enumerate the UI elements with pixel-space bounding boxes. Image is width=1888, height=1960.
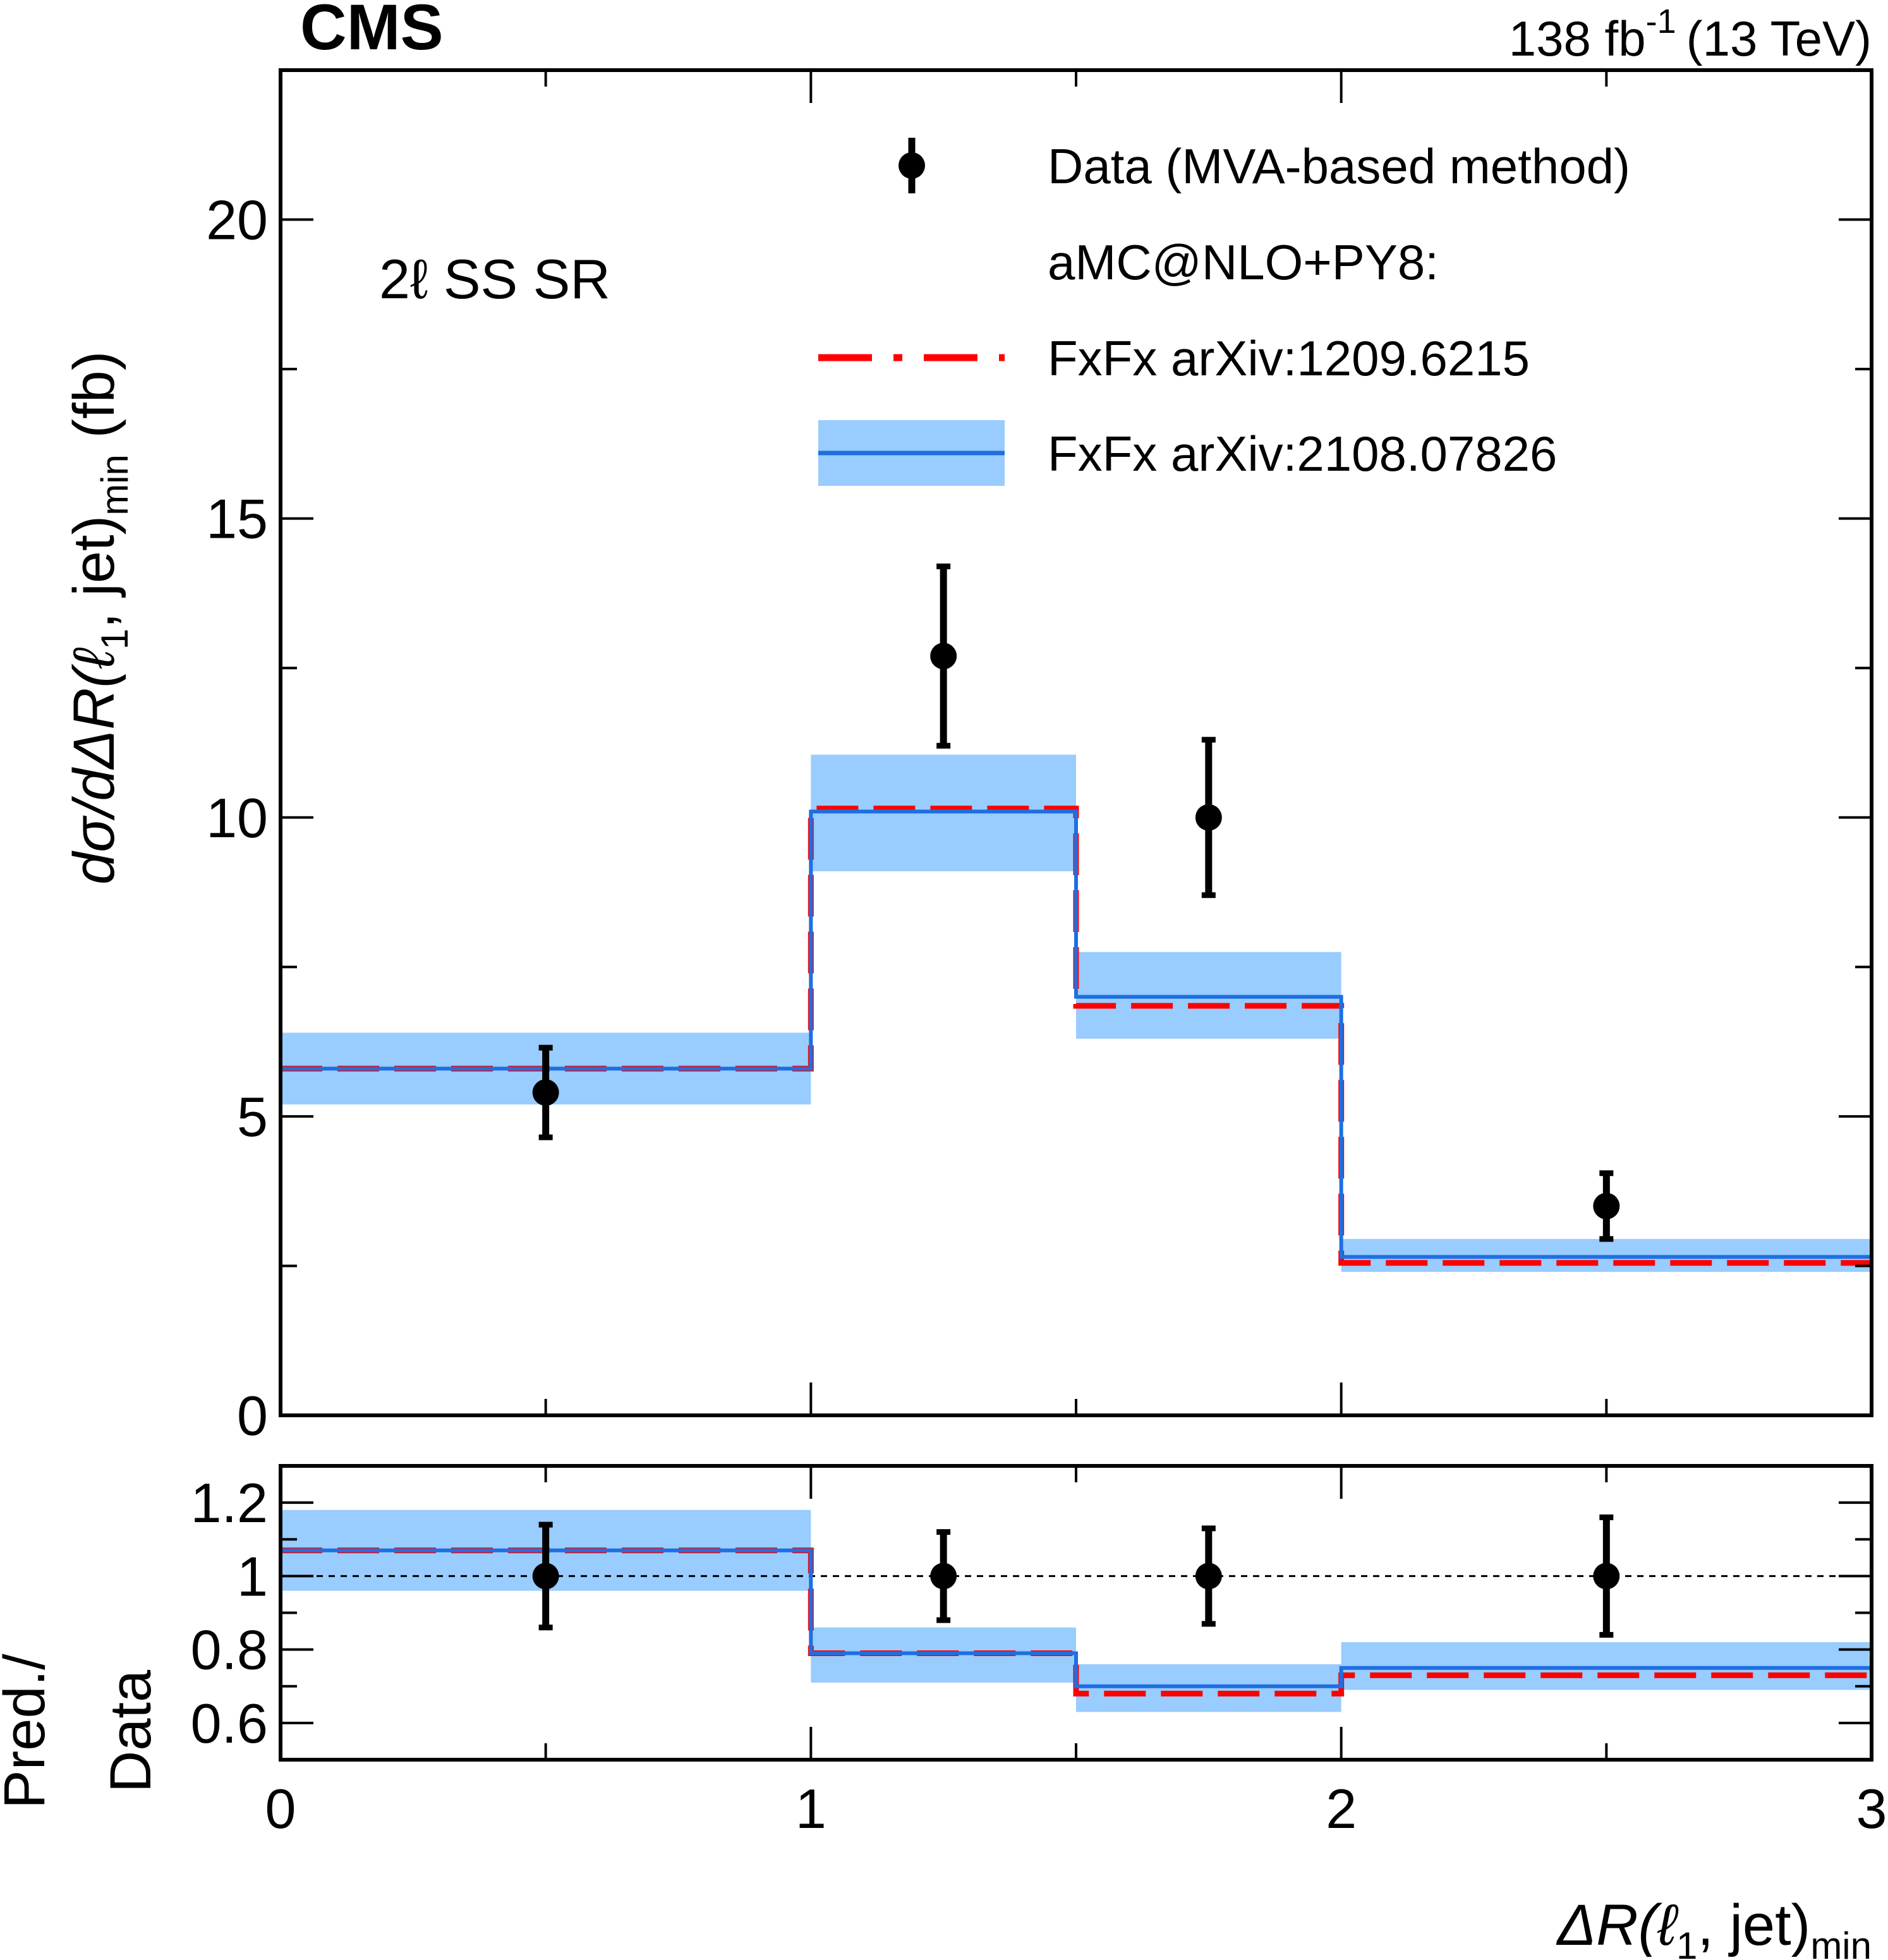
lumi-value: 138 fb [1509, 11, 1646, 66]
main-data-point-4 [1593, 1192, 1620, 1219]
energy-label: (13 TeV) [1686, 11, 1872, 66]
y-title-sub2: min [94, 454, 136, 516]
y-title-jet: , jet) [62, 516, 126, 629]
main-ytick-label: 10 [206, 787, 268, 849]
main-plot: 0 5 10 15 20 [206, 68, 1873, 1447]
y-title-main: dσ/dΔR(ℓ [62, 647, 126, 885]
x-title-jet: , jet) [1697, 1893, 1810, 1957]
ratio-pred2-line [281, 1548, 1872, 1688]
lumi-label: 138 fb-1 (13 TeV) [1509, 3, 1872, 66]
x-axis-title: ΔR(ℓ1, jet)min [1556, 1893, 1872, 1960]
ratio-xtick-label: 2 [1326, 1777, 1357, 1840]
ratio-xtick-label: 3 [1856, 1777, 1887, 1840]
main-ytick-label: 5 [237, 1086, 268, 1148]
x-title-sub2: min [1810, 1925, 1872, 1960]
ratio-plot-area [281, 1509, 1872, 1712]
ratio-ytick-label: 0.8 [191, 1619, 268, 1681]
region-label: 2ℓ SS SR [379, 248, 610, 310]
y-title-sub1: 1 [94, 629, 136, 650]
ratio-ytick-label: 1 [237, 1545, 268, 1607]
legend: Data (MVA-based method) aMC@NLO+PY8: FxF… [818, 138, 1630, 486]
legend-data-marker [899, 152, 925, 179]
main-plot-area [281, 754, 1872, 1272]
ratio-xtick-label: 0 [265, 1777, 296, 1840]
ratio-xtick-label: 1 [796, 1777, 826, 1840]
y-title-unit: (fb) [62, 351, 126, 455]
lumi-exponent: -1 [1646, 3, 1676, 40]
main-ytick-label: 0 [237, 1384, 268, 1447]
x-title-sub1: 1 [1676, 1925, 1697, 1960]
legend-pred1-label: FxFx arXiv:1209.6215 [1048, 330, 1530, 386]
ratio-ytick-label: 0.6 [191, 1692, 268, 1755]
legend-generator-label: aMC@NLO+PY8: [1048, 234, 1439, 290]
y-axis-title: dσ/dΔR(ℓ1, jet)min (fb) [62, 351, 136, 885]
main-data-point-1 [532, 1079, 559, 1106]
main-data-point-2 [930, 643, 957, 670]
ratio-y-title-line2: Data [99, 1669, 163, 1793]
main-ytick-label: 15 [206, 488, 268, 550]
ratio-data-point-2 [930, 1563, 957, 1590]
ratio-y-title-line1: Pred./ [0, 1654, 57, 1809]
main-data-point-3 [1195, 804, 1222, 831]
legend-pred2-label: FxFx arXiv:2108.07826 [1048, 426, 1557, 481]
ratio-data-point-1 [532, 1563, 559, 1590]
legend-data-label: Data (MVA-based method) [1048, 138, 1630, 194]
ratio-data-point-4 [1593, 1563, 1620, 1590]
main-pred2-line [281, 809, 1872, 1259]
cms-label: CMS [300, 0, 444, 63]
ratio-data-point-3 [1195, 1563, 1222, 1590]
main-ytick-label: 20 [206, 189, 268, 251]
ratio-ytick-label: 1.2 [191, 1472, 268, 1534]
ratio-plot: 0.6 0.8 1 1.2 0 1 2 3 [191, 1464, 1887, 1840]
x-title-main: ΔR(ℓ [1556, 1893, 1679, 1957]
